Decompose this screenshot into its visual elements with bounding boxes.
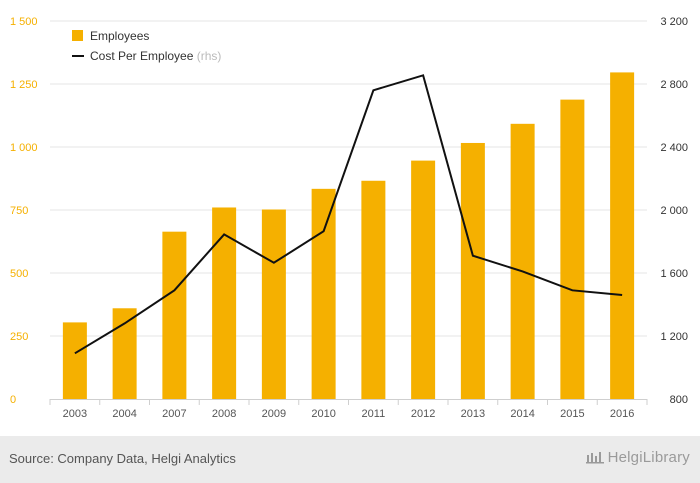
library-icon: [585, 452, 604, 464]
bar: [510, 123, 535, 399]
bar: [560, 99, 585, 400]
bar: [212, 207, 237, 399]
y-left-tick-label: 1 000: [10, 142, 38, 154]
legend-label-cost-per-employee: Cost Per Employee (rhs): [90, 49, 221, 63]
x-tick-label: 2015: [560, 408, 584, 420]
brand-name: HelgiLibrary: [607, 449, 690, 466]
bar: [361, 180, 386, 399]
y-right-tick-label: 800: [670, 394, 688, 406]
legend-rhs-note: (rhs): [197, 49, 222, 63]
legend-swatch-employees: [72, 30, 83, 41]
bar: [261, 209, 286, 399]
x-tick-label: 2012: [411, 408, 435, 420]
bar: [610, 72, 635, 400]
x-tick-label: 2016: [610, 408, 634, 420]
x-tick-label: 2010: [311, 408, 335, 420]
footer: Source: Company Data, Helgi Analytics He…: [0, 436, 700, 483]
y-left-tick-label: 0: [10, 394, 16, 406]
x-tick-label: 2009: [262, 408, 286, 420]
x-tick-label: 2013: [461, 408, 485, 420]
y-right-tick-label: 2 400: [660, 142, 688, 154]
bar: [460, 142, 485, 399]
y-left-tick-label: 1 500: [10, 16, 38, 28]
x-tick-label: 2008: [212, 408, 236, 420]
x-tick-label: 2004: [112, 408, 136, 420]
y-right-tick-label: 2 000: [660, 205, 688, 217]
legend-label-employees: Employees: [90, 29, 149, 43]
x-tick-label: 2007: [162, 408, 186, 420]
source-note: Source: Company Data, Helgi Analytics: [9, 451, 236, 466]
x-tick-label: 2003: [63, 408, 87, 420]
chart-svg: 0 250 500 750 1 000 1 250 1 500 800 1 200 1 600 2 …: [10, 16, 688, 420]
line-series-cost-per-employee: [74, 74, 623, 355]
y-right-tick-label: 1 600: [660, 268, 688, 280]
bar: [112, 308, 137, 399]
y-left-tick-label: 1 250: [10, 79, 38, 91]
y-right-tick-label: 1 200: [660, 331, 688, 343]
bar: [162, 231, 187, 399]
y-left-tick-label: 500: [10, 268, 28, 280]
y-left-tick-label: 750: [10, 205, 28, 217]
x-tick-label: 2014: [510, 408, 534, 420]
bar: [411, 160, 436, 399]
brand-logo: HelgiLibrary: [585, 449, 690, 466]
y-left-tick-label: 250: [10, 331, 28, 343]
bar: [62, 322, 87, 399]
bar: [311, 188, 336, 399]
y-right-tick-label: 3 200: [660, 16, 688, 28]
y-right-tick-label: 2 800: [660, 79, 688, 91]
x-tick-label: 2011: [362, 408, 386, 420]
